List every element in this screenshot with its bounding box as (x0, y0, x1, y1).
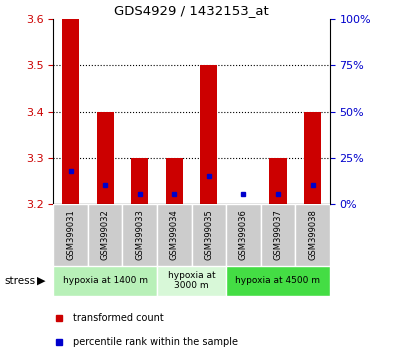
Bar (96, 112, 114, 204)
Text: GSM399033: GSM399033 (135, 209, 144, 260)
Text: GSM399035: GSM399035 (204, 209, 213, 260)
Bar (295, 204, 330, 266)
Bar (122, 204, 157, 266)
Text: hypoxia at
3000 m: hypoxia at 3000 m (168, 271, 215, 290)
Text: stress: stress (4, 275, 35, 286)
Bar (53, 204, 88, 266)
Bar (192, 204, 226, 266)
Text: ▶: ▶ (37, 275, 46, 286)
Bar (131, 158, 149, 204)
Text: GSM399037: GSM399037 (273, 209, 282, 260)
Bar (166, 158, 183, 204)
Bar (226, 266, 330, 296)
Text: GSM399031: GSM399031 (66, 209, 75, 260)
Bar (304, 112, 321, 204)
Text: GSM399034: GSM399034 (170, 209, 179, 260)
Text: percentile rank within the sample: percentile rank within the sample (73, 337, 238, 348)
Text: GSM399032: GSM399032 (101, 209, 110, 260)
Text: transformed count: transformed count (73, 313, 164, 322)
Bar (88, 204, 122, 266)
Text: hypoxia at 4500 m: hypoxia at 4500 m (235, 276, 320, 285)
Bar (62, 19, 79, 204)
Text: GSM399038: GSM399038 (308, 209, 317, 260)
Bar (226, 204, 261, 266)
Text: hypoxia at 1400 m: hypoxia at 1400 m (63, 276, 148, 285)
Bar (200, 65, 218, 204)
Text: GSM399036: GSM399036 (239, 209, 248, 260)
Bar (261, 204, 295, 266)
Title: GDS4929 / 1432153_at: GDS4929 / 1432153_at (114, 4, 269, 17)
Bar (157, 266, 226, 296)
Bar (53, 266, 157, 296)
Bar (157, 204, 192, 266)
Bar (269, 158, 287, 204)
